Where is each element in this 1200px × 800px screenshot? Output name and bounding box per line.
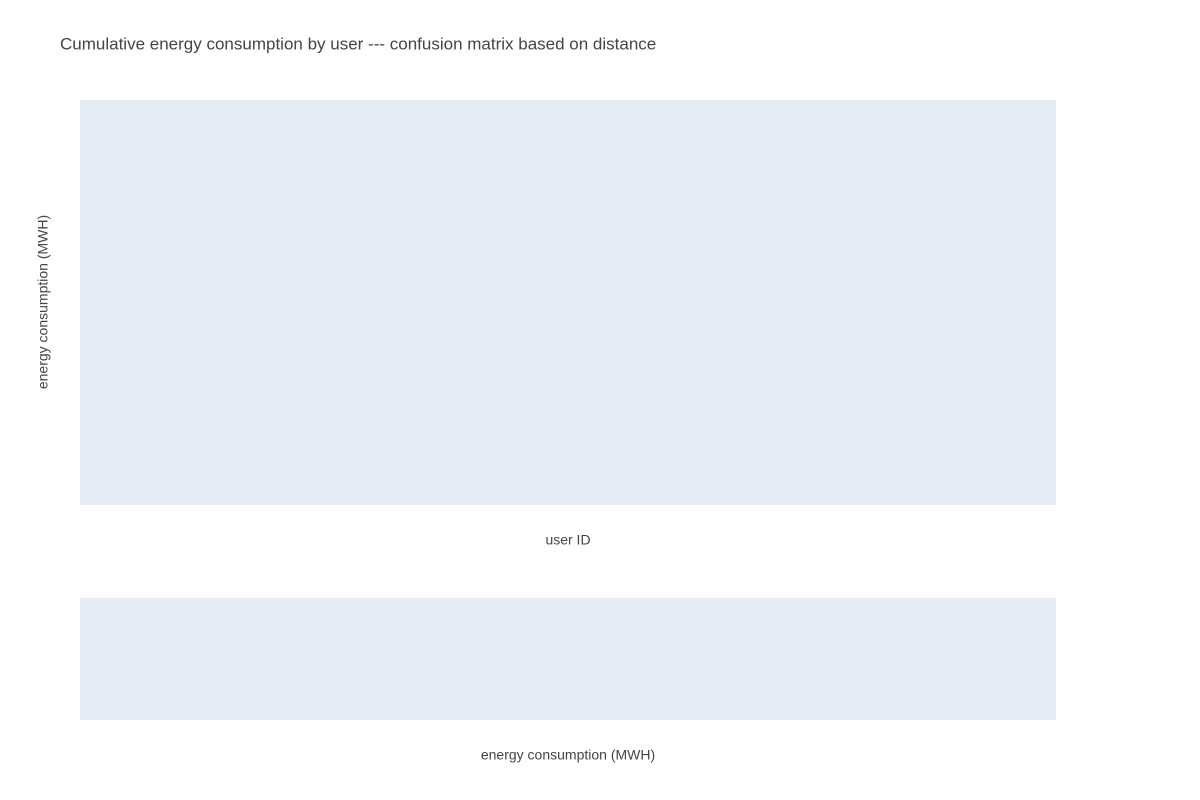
plot-background [80, 598, 1056, 720]
x-axis-title: energy consumption (MWH) [481, 747, 655, 763]
y-axis-title: energy consumption (MWH) [35, 215, 51, 389]
x-axis-title: user ID [545, 532, 590, 548]
plot-background [80, 100, 1056, 505]
chart-title: Cumulative energy consumption by user --… [60, 34, 656, 53]
